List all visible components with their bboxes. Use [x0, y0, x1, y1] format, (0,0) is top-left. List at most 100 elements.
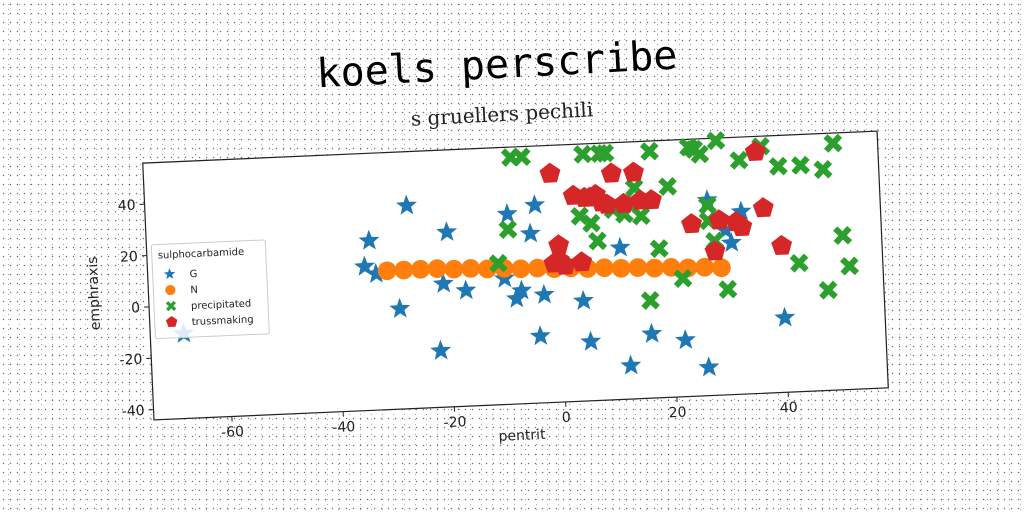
legend-label: N	[190, 285, 198, 296]
data-point	[813, 159, 833, 179]
data-point	[640, 290, 660, 310]
data-point	[358, 229, 380, 250]
data-point	[571, 251, 593, 272]
data-point	[539, 162, 561, 183]
data-point	[640, 189, 662, 210]
x-tick-label: 0	[562, 410, 572, 426]
y-tick-label: 0	[131, 300, 141, 316]
data-point	[572, 289, 594, 310]
legend: sulphocarbamide GNprecipitatedtrussmakin…	[150, 239, 270, 340]
data-point	[498, 220, 518, 240]
x-tick-label: 20	[668, 405, 687, 422]
plot-area: -60 -40 -20 0 20 40 -40 -20 0 20 40 pentrit emphra…	[85, 130, 889, 445]
data-point	[631, 206, 651, 226]
data-point	[595, 143, 615, 163]
data-point	[681, 213, 702, 234]
data-point	[620, 354, 642, 375]
data-point	[389, 297, 411, 318]
data-point	[720, 231, 742, 253]
legend-marker	[163, 268, 176, 280]
data-point	[823, 133, 843, 153]
data-point	[554, 254, 576, 275]
data-point	[581, 213, 601, 233]
data-point	[690, 144, 710, 164]
data-point	[658, 177, 678, 197]
data-point	[649, 239, 669, 259]
data-point	[596, 193, 618, 214]
data-point	[427, 259, 447, 278]
data-point	[588, 231, 608, 251]
series-precipitated	[488, 131, 860, 310]
data-point	[519, 222, 541, 243]
data-point	[774, 306, 796, 327]
data-point	[641, 322, 663, 344]
data-point	[411, 259, 430, 279]
legend-box	[150, 239, 270, 340]
x-tick-label: -20	[443, 414, 467, 431]
data-point	[708, 209, 730, 230]
data-point	[768, 156, 788, 176]
data-point	[623, 161, 644, 182]
data-point	[511, 259, 531, 279]
data-point	[609, 236, 631, 257]
legend-label: precipitated	[191, 299, 252, 313]
data-points	[173, 131, 860, 377]
data-point	[752, 197, 774, 218]
data-point	[432, 272, 454, 293]
y-tick-label: -20	[119, 352, 143, 369]
data-point	[511, 147, 531, 167]
data-point	[533, 283, 555, 304]
y-tick-label: 40	[117, 198, 136, 215]
chart-subtitle: s gruellers pechili	[410, 97, 593, 131]
x-axis-label: pentrit	[498, 427, 546, 445]
data-point	[496, 203, 518, 224]
legend-title: sulphocarbamide	[158, 247, 245, 262]
data-point	[444, 259, 464, 279]
data-point	[511, 279, 533, 300]
data-point	[718, 279, 738, 299]
data-point	[548, 234, 570, 255]
data-point	[673, 268, 693, 288]
data-point	[698, 356, 720, 377]
data-point	[628, 258, 648, 277]
legend-marker	[165, 284, 176, 296]
data-point	[394, 260, 414, 280]
data-point	[698, 195, 718, 215]
legend-label: G	[189, 269, 197, 280]
data-point	[595, 258, 614, 278]
data-point	[730, 200, 752, 221]
data-point	[436, 221, 458, 242]
x-tick-label: 40	[780, 400, 799, 417]
data-point	[529, 325, 551, 346]
data-point	[488, 253, 508, 273]
data-point	[695, 257, 715, 277]
data-point	[744, 140, 766, 161]
data-point	[528, 258, 547, 278]
legend-label: trussmaking	[192, 314, 254, 328]
data-point	[377, 261, 397, 281]
data-point	[678, 258, 698, 278]
data-point	[833, 225, 853, 245]
data-point	[493, 267, 515, 288]
data-point	[729, 150, 749, 170]
y-tick-label: 20	[120, 249, 139, 266]
data-point	[600, 162, 622, 183]
data-point	[712, 258, 731, 278]
legend-marker	[165, 300, 177, 312]
legend-marker	[165, 316, 178, 328]
data-point	[771, 234, 793, 256]
axis-ticks: -60 -40 -20 0 20 40 -40 -20 0 20 40	[117, 198, 799, 441]
data-point	[611, 258, 631, 278]
data-point	[818, 280, 838, 300]
data-point	[573, 144, 593, 164]
data-point	[674, 329, 696, 350]
data-point	[706, 131, 726, 151]
y-tick-label: -40	[121, 403, 145, 420]
data-point	[455, 279, 477, 300]
data-point	[645, 258, 664, 278]
x-tick-label: -60	[221, 424, 245, 441]
chart-title: koels perscribe	[315, 33, 678, 98]
data-point	[789, 253, 809, 273]
data-point	[613, 192, 635, 214]
data-point	[791, 155, 811, 175]
